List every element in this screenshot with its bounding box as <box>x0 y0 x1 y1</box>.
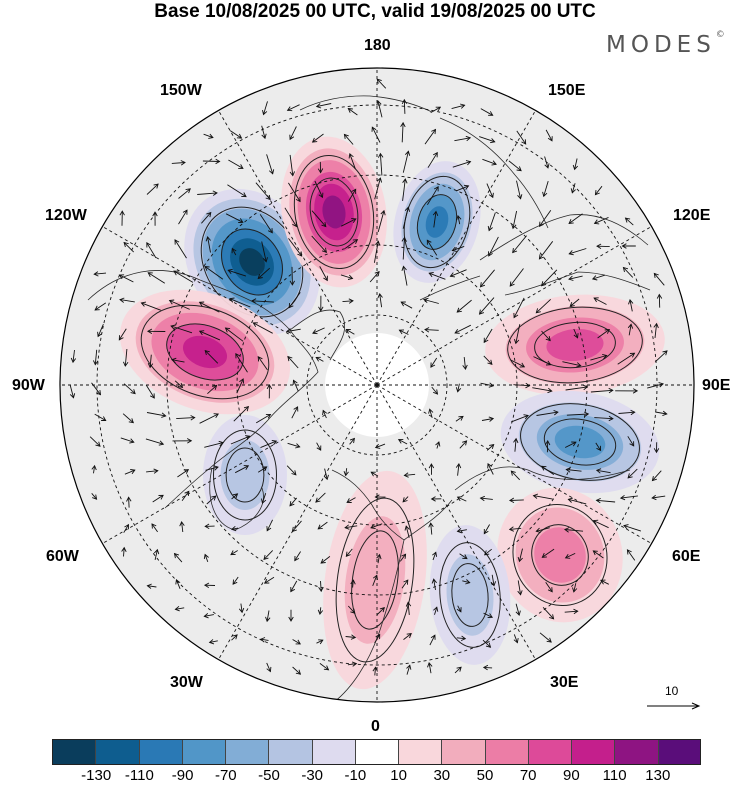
colorbar <box>53 740 701 765</box>
lon-label-120e: 120E <box>673 207 710 225</box>
colorbar-cell <box>140 740 183 765</box>
anomaly-contour-fill <box>221 440 270 510</box>
colorbar-tick-label: -130 <box>81 767 111 784</box>
colorbar-cell <box>53 740 96 765</box>
colorbar-cell <box>615 740 658 765</box>
colorbar-cell <box>659 740 701 765</box>
lon-label-150w: 150W <box>160 82 202 100</box>
wind-arrow-shaft <box>510 500 524 501</box>
lon-label-180: 180 <box>364 37 391 55</box>
colorbar-tick-label: 10 <box>390 767 407 784</box>
wind-arrow-shaft <box>129 497 130 507</box>
colorbar-cell <box>183 740 226 765</box>
colorbar-tick-label: 50 <box>477 767 494 784</box>
colorbar-tick-label: 90 <box>563 767 580 784</box>
colorbar-tick-label: -50 <box>258 767 280 784</box>
colorbar-tick-label: -110 <box>125 767 154 784</box>
colorbar-cell <box>356 740 399 765</box>
colorbar-tick-label: -10 <box>345 767 367 784</box>
lon-label-60e: 60E <box>672 548 700 566</box>
colorbar-cell <box>269 740 312 765</box>
reference-vector-label: 10 <box>665 684 678 698</box>
colorbar-tick-label: -70 <box>215 767 237 784</box>
colorbar-tick-label: 130 <box>645 767 670 784</box>
colorbar-tick-label: 70 <box>520 767 537 784</box>
lon-label-150e: 150E <box>548 82 585 100</box>
colorbar-tick-label: -30 <box>301 767 323 784</box>
colorbar-cell <box>442 740 485 765</box>
anomaly-low-atlantic <box>203 415 287 535</box>
wind-arrow-shaft <box>404 100 405 114</box>
colorbar-cell <box>313 740 356 765</box>
colorbar-cell <box>572 740 615 765</box>
lon-label-0: 0 <box>371 718 380 736</box>
colorbar-cell <box>226 740 269 765</box>
lon-label-90w: 90W <box>12 377 45 395</box>
colorbar-tick-label: -90 <box>172 767 194 784</box>
colorbar-cell <box>399 740 442 765</box>
colorbar-tick-label: 110 <box>603 767 627 784</box>
lon-label-90e: 90E <box>702 377 730 395</box>
reference-vector <box>647 703 699 709</box>
colorbar-cell <box>529 740 572 765</box>
colorbar-cell <box>96 740 139 765</box>
lon-label-60w: 60W <box>46 548 79 566</box>
lon-label-30e: 30E <box>550 674 578 692</box>
colorbar-cell <box>486 740 529 765</box>
colorbar-tick-label: 30 <box>433 767 450 784</box>
lon-label-30w: 30W <box>170 674 203 692</box>
wind-arrow-shaft <box>203 161 220 162</box>
lon-label-120w: 120W <box>45 207 87 225</box>
